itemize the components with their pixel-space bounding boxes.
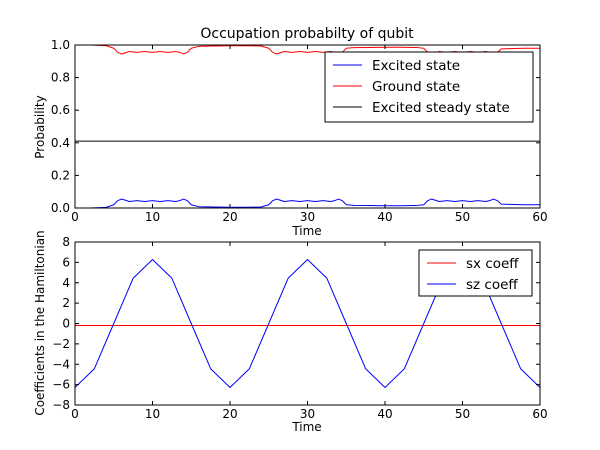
legend: Excited state Ground state Excited stead… bbox=[324, 51, 534, 123]
x-axis-label: Time bbox=[291, 420, 321, 434]
y-tick-label: 1.0 bbox=[51, 38, 70, 52]
x-tick-label: 40 bbox=[377, 210, 392, 224]
x-axis-label: Time bbox=[291, 224, 321, 238]
y-axis-label: Probability bbox=[33, 95, 47, 158]
y-tick-label: −8 bbox=[52, 398, 70, 412]
legend-label-sz-coeff: sz coeff bbox=[466, 277, 518, 293]
y-tick-label: 6 bbox=[62, 255, 70, 269]
x-tick-label: 0 bbox=[71, 210, 79, 224]
x-tick-label: 20 bbox=[222, 210, 237, 224]
x-tick-label: 20 bbox=[222, 407, 237, 421]
x-tick-label: 50 bbox=[455, 210, 470, 224]
y-tick-label: 0.0 bbox=[51, 201, 70, 215]
y-tick-label: 0.6 bbox=[51, 103, 70, 117]
x-tick-label: 30 bbox=[300, 210, 315, 224]
legend-label-excited-state: Excited state bbox=[372, 58, 460, 74]
y-tick-label: 2 bbox=[62, 296, 70, 310]
y-tick-label: 4 bbox=[62, 276, 70, 290]
x-tick-label: 50 bbox=[455, 407, 470, 421]
probability-chart: Occupation probabilty of qubit 0 10 20 30 40… bbox=[33, 26, 548, 238]
legend: sx coeff sz coeff bbox=[418, 249, 533, 297]
y-tick-label: −4 bbox=[52, 357, 70, 371]
legend-box bbox=[324, 51, 534, 123]
chart-title: Occupation probabilty of qubit bbox=[200, 26, 414, 42]
y-tick-label: 0.4 bbox=[51, 136, 70, 150]
y-tick-label: −6 bbox=[52, 378, 70, 392]
x-tick-label: 40 bbox=[377, 407, 392, 421]
x-tick-label: 60 bbox=[532, 407, 547, 421]
y-tick-label: 0.2 bbox=[51, 168, 70, 182]
legend-label-sx-coeff: sx coeff bbox=[466, 256, 519, 272]
legend-label-excited-steady-state: Excited steady state bbox=[372, 100, 510, 116]
series-line-excited-state bbox=[75, 198, 540, 209]
y-tick-label: 0.8 bbox=[51, 71, 70, 85]
y-tick-label: −2 bbox=[52, 337, 70, 351]
legend-box bbox=[418, 249, 533, 297]
y-tick-label: 0 bbox=[62, 317, 70, 331]
y-tick-label: 8 bbox=[62, 235, 70, 249]
x-tick-label: 10 bbox=[145, 407, 160, 421]
legend-label-ground-state: Ground state bbox=[372, 79, 460, 95]
x-tick-label: 30 bbox=[300, 407, 315, 421]
x-tick-label: 10 bbox=[145, 210, 160, 224]
hamiltonian-chart: 0 10 20 30 40 50 60 −8 −6 −4 −2 0 2 4 6 8 Time Coeffici… bbox=[33, 230, 548, 434]
y-axis-label: Coefficients in the Hamiltonian bbox=[33, 230, 47, 415]
x-tick-label: 0 bbox=[71, 407, 79, 421]
x-tick-label: 60 bbox=[532, 210, 547, 224]
